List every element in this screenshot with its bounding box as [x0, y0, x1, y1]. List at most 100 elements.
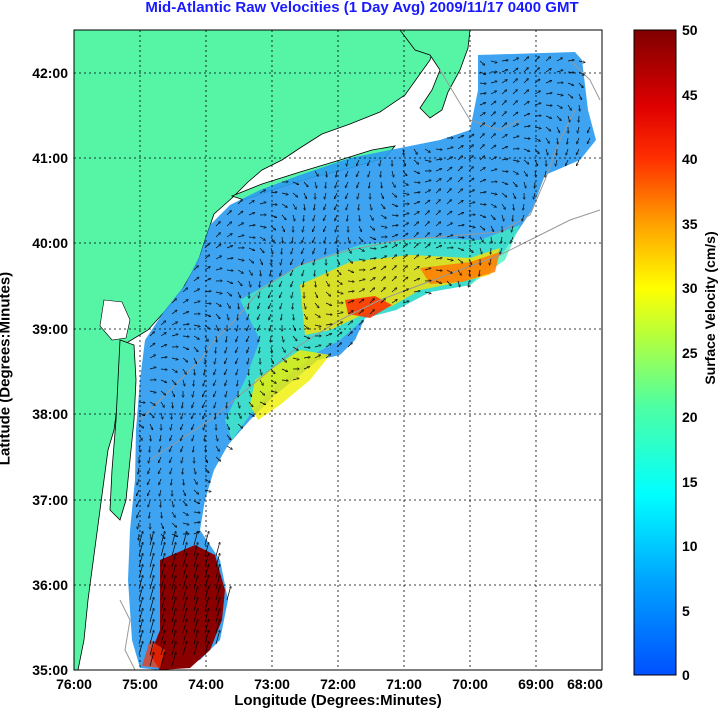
velocity-vector [281, 346, 285, 352]
velocity-vector [248, 412, 254, 416]
velocity-vector [347, 311, 353, 315]
velocity-vector [326, 170, 327, 177]
colorbar-tick: 50 [682, 22, 698, 38]
colorbar-tick: 25 [682, 345, 698, 361]
velocity-vector [479, 247, 482, 254]
velocity-vector [150, 445, 151, 452]
velocity-vector [468, 202, 475, 205]
velocity-vector [226, 335, 227, 342]
velocity-vector [227, 412, 228, 419]
velocity-vector [137, 489, 140, 496]
velocity-vector [149, 565, 154, 579]
velocity-vector [237, 412, 241, 418]
velocity-vector [446, 235, 453, 238]
velocity-vector [303, 335, 310, 338]
velocity-vector [269, 302, 272, 309]
velocity-vector [446, 211, 452, 216]
velocity-vector [325, 280, 329, 286]
velocity-vector [204, 467, 209, 473]
velocity-vector [248, 401, 253, 407]
velocity-vector [226, 291, 232, 296]
velocity-vector [182, 312, 189, 315]
velocity-vector [138, 423, 144, 428]
velocity-vector [402, 266, 407, 271]
velocity-vector [324, 236, 327, 243]
velocity-vector [380, 192, 383, 199]
velocity-vector [160, 565, 165, 579]
velocity-vector [182, 300, 188, 304]
velocity-vector [303, 324, 309, 329]
velocity-vector [193, 642, 198, 656]
velocity-vector [193, 631, 198, 645]
velocity-vector [215, 324, 218, 331]
velocity-vector [260, 280, 261, 287]
velocity-vector [523, 138, 530, 139]
velocity-vector [192, 412, 195, 419]
velocity-vector [160, 369, 167, 370]
velocity-vector [182, 511, 188, 515]
velocity-vector [204, 456, 207, 463]
y-tick-label: 38:00 [32, 406, 68, 422]
velocity-vector [545, 137, 549, 143]
velocity-vector [137, 478, 140, 485]
velocity-vector [247, 357, 250, 364]
velocity-vector [138, 554, 143, 568]
velocity-vector [149, 554, 154, 568]
velocity-vector [215, 233, 220, 238]
velocity-vector [534, 79, 540, 84]
velocity-vector [247, 335, 250, 342]
velocity-vector [512, 225, 514, 232]
x-tick-label: 72:00 [320, 676, 356, 692]
velocity-vector [258, 335, 261, 342]
x-tick-label: 73:00 [254, 676, 290, 692]
colorbar-tick: 0 [682, 667, 690, 683]
velocity-vector [193, 609, 198, 623]
velocity-vector [171, 368, 177, 372]
velocity-vector [479, 134, 484, 139]
velocity-vector [325, 291, 331, 296]
velocity-vector [391, 266, 396, 271]
velocity-vector [249, 379, 250, 386]
velocity-vector [149, 598, 154, 612]
velocity-vector [325, 269, 328, 276]
velocity-vector [325, 247, 326, 254]
velocity-vector [402, 181, 408, 185]
velocity-vector [413, 170, 420, 173]
velocity-vector [380, 246, 387, 249]
velocity-vector [280, 291, 283, 298]
velocity-vector [183, 467, 184, 474]
velocity-vector [490, 134, 495, 139]
velocity-vector [258, 324, 261, 331]
velocity-vector [181, 456, 184, 463]
velocity-vector [402, 301, 409, 304]
velocity-vector [479, 83, 486, 84]
colorbar-tick: 15 [682, 474, 698, 490]
velocity-vector [491, 236, 492, 243]
velocity-vector [248, 258, 254, 263]
velocity-vector [270, 192, 277, 193]
velocity-vector [336, 322, 342, 326]
velocity-vector [248, 280, 251, 287]
velocity-vector [203, 379, 206, 386]
velocity-vector [282, 247, 283, 254]
velocity-vector [391, 255, 397, 260]
velocity-vector [237, 401, 240, 408]
velocity-vector [325, 314, 332, 315]
velocity-vector [216, 335, 217, 342]
velocity-vector [194, 379, 195, 386]
velocity-vector [479, 113, 485, 117]
velocity-vector [171, 478, 172, 485]
velocity-vector [258, 302, 261, 309]
velocity-vector [291, 269, 294, 276]
velocity-vector [303, 347, 310, 348]
velocity-vector [182, 324, 189, 325]
velocity-vector [281, 357, 287, 362]
velocity-vector [182, 489, 185, 496]
velocity-vector [490, 225, 494, 232]
velocity-vector [369, 181, 370, 188]
velocity-vector [226, 222, 232, 227]
velocity-vector [159, 445, 162, 452]
velocity-vector [479, 156, 485, 161]
velocity-vector [501, 181, 508, 184]
